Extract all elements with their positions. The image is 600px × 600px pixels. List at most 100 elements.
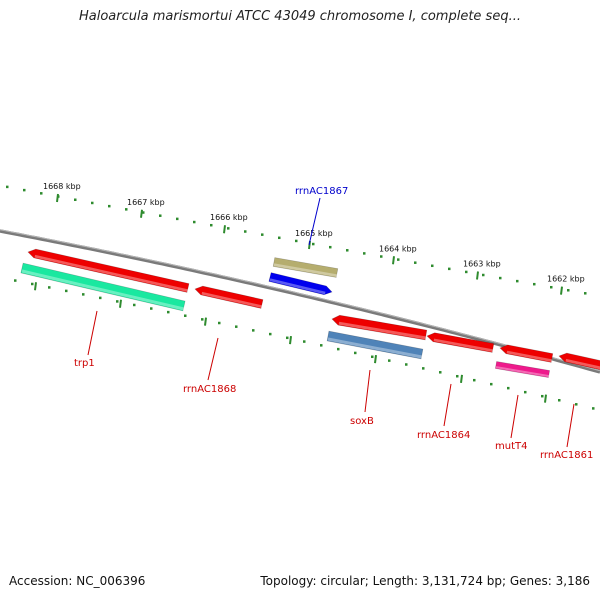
scale-dot [201, 318, 204, 321]
gene-shading [565, 358, 600, 370]
accession-text: Accession: NC_006396 [9, 574, 146, 588]
scale-dot [346, 249, 349, 252]
scale-dot [541, 394, 544, 398]
scale-dot [414, 261, 417, 264]
scale-tick-label: 1665 kbp [295, 229, 333, 238]
scale-dot [363, 252, 366, 255]
gene-feature[interactable] [499, 344, 554, 363]
gene-shading [21, 269, 185, 311]
scale-dot [329, 245, 332, 249]
scale-dot [524, 390, 527, 394]
scale-dot [354, 351, 357, 355]
scale-tick-label: 1664 kbp [379, 244, 417, 253]
backbone [0, 229, 600, 374]
scale-dot [227, 227, 230, 230]
major-tick [223, 225, 226, 234]
scale-dot [167, 310, 170, 314]
gene-shading [327, 337, 423, 359]
scale-dot [448, 267, 451, 271]
scale-dot [320, 344, 323, 347]
scale-dot [116, 300, 119, 303]
gene-feature[interactable] [27, 248, 190, 293]
scale-dot [244, 230, 247, 233]
gene-label[interactable]: rrnAC1861 [540, 450, 593, 461]
scale-dot [99, 296, 102, 300]
gene-label[interactable]: trp1 [74, 358, 95, 369]
scale-dot [533, 282, 536, 286]
gene-feature[interactable] [326, 330, 424, 360]
scale-dot [439, 371, 442, 374]
gene-shading [273, 263, 338, 278]
scale-dot [82, 293, 85, 296]
scale-dot [482, 273, 485, 277]
gene-shading [201, 291, 263, 309]
scale-dot [108, 204, 111, 208]
gene-feature[interactable] [558, 352, 600, 371]
scale-tick-label: 1668 kbp [43, 182, 81, 191]
major-tick [460, 374, 463, 383]
scale-dot [184, 314, 187, 317]
gene-shading [495, 366, 550, 378]
major-tick [56, 193, 59, 203]
gene-label[interactable]: mutT4 [495, 441, 527, 452]
major-tick [560, 286, 563, 295]
scale-dot [431, 264, 434, 268]
gene-shading [433, 338, 494, 353]
scale-dot [575, 403, 578, 406]
scale-dot [456, 374, 459, 378]
leader-line [364, 369, 371, 413]
scale-tick-label: 1666 kbp [210, 213, 248, 222]
scale-tick-label: 1662 kbp [547, 275, 585, 284]
scale-dot [499, 276, 502, 280]
gene-feature[interactable] [194, 285, 264, 309]
gene-label[interactable]: rrnAC1868 [183, 384, 236, 395]
leader-line [87, 310, 98, 356]
scale-dot [218, 321, 221, 325]
scale-dot [142, 211, 145, 214]
scale-dot [150, 307, 153, 310]
gene-shading [338, 321, 427, 340]
scale-tick-label: 1663 kbp [463, 260, 501, 269]
gene-shading [34, 254, 189, 293]
gene-label[interactable]: soxB [350, 416, 374, 427]
gene-feature[interactable] [426, 332, 495, 353]
scale-dot [295, 239, 298, 243]
scale-dot [278, 236, 281, 240]
leader-line [308, 197, 321, 246]
scale-dot [507, 386, 510, 390]
gene-feature[interactable] [20, 262, 186, 312]
gene-feature[interactable] [272, 257, 339, 278]
gene-feature[interactable] [331, 314, 428, 341]
scale-ring: 1668 kbp 1667 kbp 1666 kbp 1665 kbp 1664 kbp… [6, 182, 595, 410]
major-tick [140, 209, 143, 218]
leader-line [443, 383, 452, 427]
gene-feature[interactable] [268, 272, 333, 296]
scale-dot [371, 355, 374, 359]
scale-dot [91, 201, 94, 205]
scale-dot [31, 282, 34, 286]
scale-dot [592, 407, 595, 410]
scale-dot [125, 208, 128, 211]
scale-dot [159, 214, 162, 217]
gene-label[interactable]: rrnAC1864 [417, 430, 470, 441]
scale-dot [550, 285, 553, 289]
gene-shading [506, 350, 553, 363]
scale-dot [14, 279, 17, 282]
scale-dot [176, 217, 179, 221]
scale-dot [465, 270, 468, 274]
scale-dot [23, 188, 26, 192]
scale-dot [6, 185, 9, 189]
scale-dot [473, 378, 476, 382]
scale-dot [65, 289, 68, 293]
topology-summary: Topology: circular; Length: 3,131,724 bp… [260, 574, 590, 588]
scale-dot [558, 398, 561, 402]
gene-track [20, 248, 600, 378]
gene-shading [269, 278, 326, 295]
scale-dot [380, 255, 383, 258]
scale-dot [261, 233, 264, 236]
scale-dot [269, 332, 272, 336]
scale-dot [210, 223, 213, 227]
gene-feature[interactable] [495, 361, 550, 378]
gene-label[interactable]: rrnAC1867 [295, 186, 348, 197]
